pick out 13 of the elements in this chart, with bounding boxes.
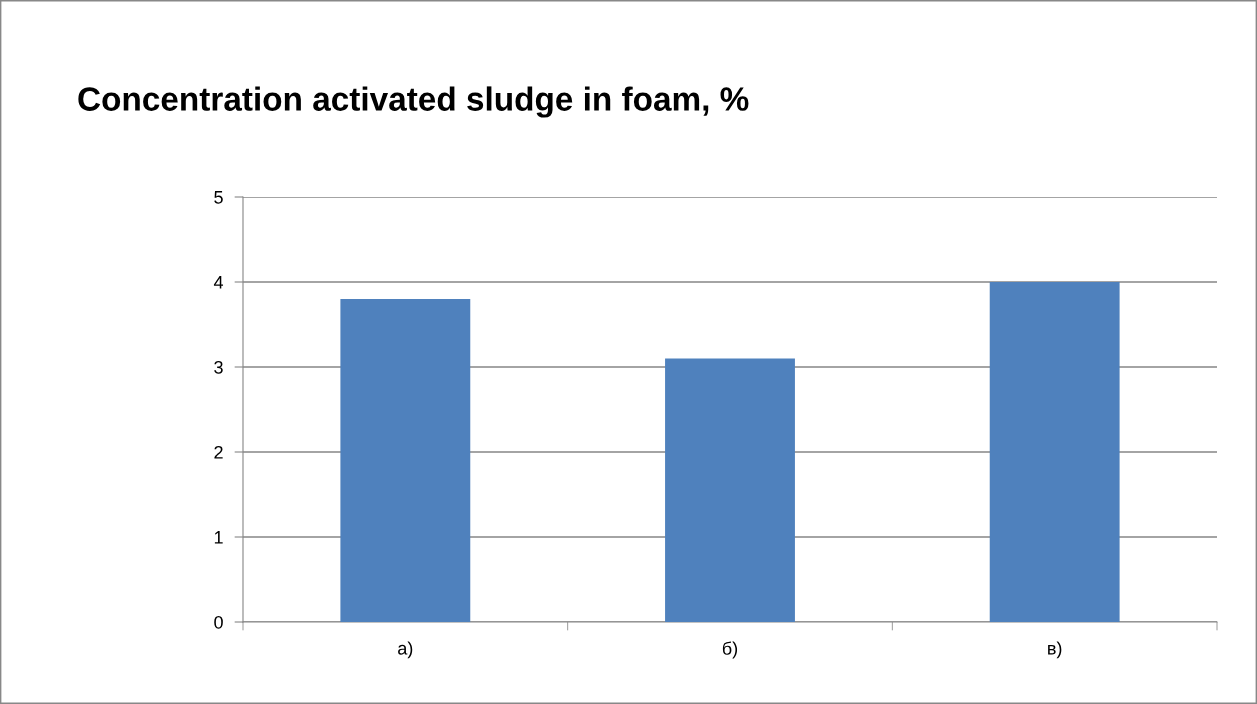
- bar: [665, 358, 795, 622]
- x-tick-label: б): [722, 641, 738, 659]
- chart-title: Concentration activated sludge in foam, %: [78, 86, 749, 118]
- x-tick-label: в): [1048, 641, 1062, 659]
- bar: [989, 282, 1120, 622]
- y-tick-label: 5: [214, 191, 223, 204]
- bar: [340, 299, 471, 622]
- y-tick-label: 4: [213, 276, 224, 289]
- x-tick-label: а): [398, 641, 413, 659]
- y-tick-label: 3: [214, 360, 223, 374]
- y-tick-label: 2: [214, 445, 223, 459]
- y-tick-label: 1: [214, 531, 223, 544]
- y-tick-label: 0: [214, 615, 223, 629]
